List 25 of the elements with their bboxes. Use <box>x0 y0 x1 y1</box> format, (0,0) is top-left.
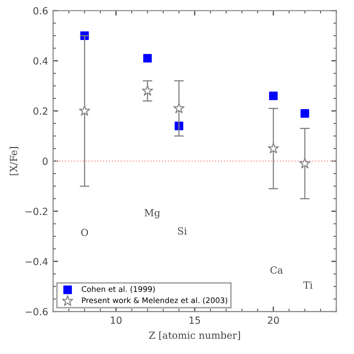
point <box>173 102 185 114</box>
point <box>299 158 310 168</box>
annotation: O <box>81 228 88 236</box>
y-tick-label: −0.6 <box>26 308 48 316</box>
annotation: Ti <box>303 281 313 289</box>
point <box>269 92 278 100</box>
x-tick-label: 15 <box>190 316 200 324</box>
x-axis-title: Z [atomic number] <box>149 331 240 340</box>
point <box>268 142 279 154</box>
annotation: Si <box>178 227 187 235</box>
annotation: Mg <box>144 209 160 218</box>
annotation: Ca <box>270 266 283 274</box>
y-tick-label: 0.2 <box>33 107 48 115</box>
y-tick-label: 0.6 <box>33 7 48 14</box>
point <box>78 105 90 116</box>
y-tick-label: 0.4 <box>33 57 48 65</box>
point <box>142 84 154 96</box>
x-tick-label: 20 <box>268 316 279 324</box>
y-tick-label: 0 <box>42 158 48 165</box>
x-tick-label: 10 <box>110 316 122 324</box>
point <box>143 54 152 63</box>
y-tick-label: −0.4 <box>26 258 48 266</box>
y-tick-label: −0.2 <box>26 208 48 216</box>
point <box>300 109 310 118</box>
y-axis-title: [X/Fe] <box>10 147 18 176</box>
